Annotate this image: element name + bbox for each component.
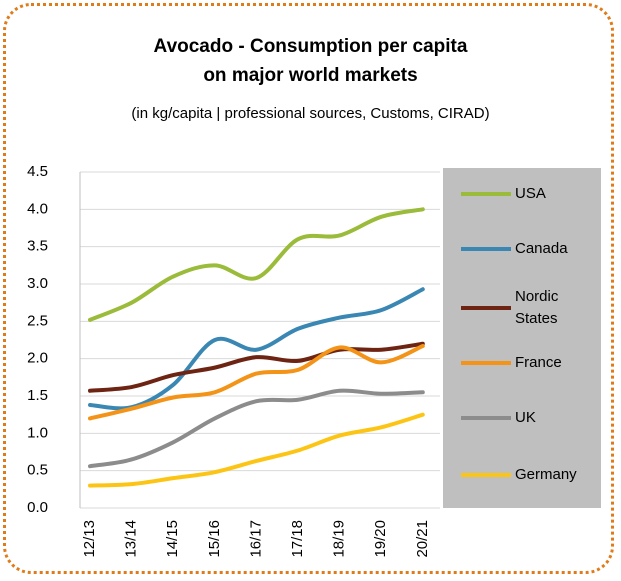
legend-swatch: [461, 247, 511, 251]
legend-item: USA: [461, 183, 585, 205]
series-line: [88, 388, 425, 469]
series-line: [88, 341, 425, 393]
legend-label: Nordic States: [515, 288, 559, 327]
chart-title: Avocado - Consumption per capita on majo…: [153, 36, 468, 86]
x-tick-label: 14/15: [164, 520, 181, 558]
legend-swatch: [461, 192, 511, 196]
y-tick-label: 4.5: [27, 163, 48, 180]
x-tick-label: 17/18: [289, 520, 306, 558]
legend-label: UK: [515, 409, 536, 426]
y-tick-label: 2.0: [27, 350, 48, 367]
legend-swatch: [461, 473, 511, 477]
series-line: [88, 343, 425, 421]
y-tick-label: 1.0: [27, 424, 48, 441]
chart-subtitle: (in kg/capita | professional sources, Cu…: [131, 105, 490, 122]
series-line: [88, 207, 425, 322]
legend-item: Canada: [461, 238, 585, 260]
legend-item: Germany: [461, 464, 585, 486]
legend-item: Nordic States: [461, 286, 585, 330]
y-tick-label: 4.0: [27, 200, 48, 217]
legend-label: France: [515, 354, 562, 371]
series-line: [88, 412, 425, 488]
legend-label: USA: [515, 185, 546, 202]
y-tick-label: 1.5: [27, 387, 48, 404]
x-tick-label: 12/13: [81, 520, 98, 558]
series-line: [88, 287, 425, 411]
legend-swatch: [461, 306, 511, 310]
x-tick-label: 19/20: [372, 520, 389, 558]
y-tick-label: 3.0: [27, 275, 48, 292]
legend-label: Canada: [515, 240, 568, 257]
y-tick-label: 0.5: [27, 462, 48, 479]
x-tick-label: 20/21: [414, 520, 431, 558]
legend-item: UK: [461, 407, 585, 429]
legend-swatch: [461, 416, 511, 420]
x-tick-label: 13/14: [123, 520, 140, 558]
x-tick-label: 18/19: [331, 520, 348, 558]
x-tick-label: 16/17: [247, 520, 264, 558]
legend-swatch: [461, 361, 511, 365]
frame: [3, 3, 614, 574]
legend-item: France: [461, 352, 585, 374]
legend: USA Canada Nordic States France UK Germany: [443, 168, 601, 508]
y-tick-label: 2.5: [27, 312, 48, 329]
y-tick-label: 0.0: [27, 499, 48, 516]
legend-label: Germany: [515, 466, 577, 483]
y-tick-label: 3.5: [27, 238, 48, 255]
x-tick-label: 15/16: [206, 520, 223, 558]
